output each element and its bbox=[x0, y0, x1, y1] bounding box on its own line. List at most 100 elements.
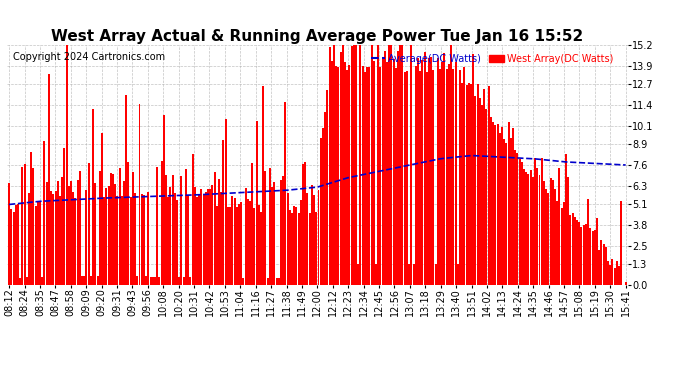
Bar bbox=[415, 66, 417, 285]
Bar bbox=[117, 196, 119, 285]
Bar bbox=[501, 127, 503, 285]
Bar bbox=[32, 168, 34, 285]
Bar bbox=[624, 282, 627, 285]
Bar bbox=[563, 202, 565, 285]
Bar bbox=[525, 172, 527, 285]
Bar bbox=[609, 265, 611, 285]
Bar bbox=[598, 249, 600, 285]
Bar bbox=[426, 72, 428, 285]
Bar bbox=[209, 189, 211, 285]
Bar bbox=[428, 58, 430, 285]
Bar bbox=[545, 189, 547, 285]
Bar bbox=[587, 199, 589, 285]
Bar bbox=[264, 171, 266, 285]
Bar bbox=[17, 204, 19, 285]
Bar bbox=[395, 68, 397, 285]
Bar bbox=[284, 102, 286, 285]
Bar bbox=[371, 45, 373, 285]
Bar bbox=[362, 66, 364, 285]
Bar bbox=[57, 181, 59, 285]
Bar bbox=[549, 177, 551, 285]
Bar bbox=[211, 184, 213, 285]
Bar bbox=[266, 278, 268, 285]
Bar bbox=[388, 45, 391, 285]
Bar bbox=[88, 163, 90, 285]
Bar bbox=[114, 184, 116, 285]
Bar bbox=[154, 276, 156, 285]
Bar bbox=[269, 168, 271, 285]
Bar bbox=[14, 205, 17, 285]
Bar bbox=[121, 196, 123, 285]
Bar bbox=[273, 182, 275, 285]
Bar bbox=[413, 264, 415, 285]
Bar bbox=[21, 166, 23, 285]
Bar bbox=[315, 211, 317, 285]
Bar bbox=[512, 128, 514, 285]
Bar bbox=[150, 276, 152, 285]
Bar bbox=[247, 199, 249, 285]
Bar bbox=[574, 217, 576, 285]
Bar bbox=[260, 211, 262, 285]
Bar bbox=[258, 206, 260, 285]
Bar bbox=[543, 182, 545, 285]
Bar bbox=[346, 70, 348, 285]
Bar bbox=[466, 85, 468, 285]
Bar bbox=[242, 278, 244, 285]
Bar bbox=[156, 167, 158, 285]
Bar bbox=[494, 125, 496, 285]
Bar bbox=[43, 141, 46, 285]
Bar bbox=[289, 210, 290, 285]
Bar bbox=[411, 45, 413, 285]
Bar bbox=[220, 192, 222, 285]
Bar bbox=[569, 214, 571, 285]
Bar bbox=[77, 180, 79, 285]
Bar bbox=[488, 86, 490, 285]
Bar bbox=[106, 188, 108, 285]
Bar bbox=[508, 122, 509, 285]
Bar bbox=[205, 192, 207, 285]
Bar bbox=[446, 69, 448, 285]
Bar bbox=[519, 159, 521, 285]
Bar bbox=[444, 53, 446, 285]
Bar bbox=[178, 277, 180, 285]
Bar bbox=[359, 45, 362, 285]
Bar bbox=[344, 62, 346, 285]
Bar bbox=[37, 202, 39, 285]
Bar bbox=[304, 162, 306, 285]
Bar bbox=[523, 169, 525, 285]
Bar bbox=[108, 186, 110, 285]
Bar bbox=[145, 276, 147, 285]
Bar bbox=[375, 264, 377, 285]
Bar bbox=[174, 192, 176, 285]
Bar bbox=[516, 153, 518, 285]
Bar bbox=[66, 45, 68, 285]
Bar bbox=[497, 124, 498, 285]
Bar bbox=[134, 194, 136, 285]
Bar bbox=[278, 278, 279, 285]
Bar bbox=[453, 69, 454, 285]
Bar bbox=[424, 52, 426, 285]
Bar bbox=[275, 278, 277, 285]
Bar bbox=[472, 54, 474, 285]
Bar bbox=[52, 194, 55, 285]
Bar bbox=[159, 277, 160, 285]
Bar bbox=[286, 193, 288, 285]
Bar bbox=[12, 211, 14, 285]
Bar bbox=[442, 62, 443, 285]
Bar bbox=[357, 264, 359, 285]
Bar bbox=[433, 70, 435, 285]
Bar bbox=[132, 172, 134, 285]
Bar bbox=[576, 220, 578, 285]
Bar bbox=[152, 276, 154, 285]
Bar bbox=[337, 67, 339, 285]
Bar bbox=[295, 207, 297, 285]
Bar bbox=[126, 94, 127, 285]
Bar bbox=[46, 182, 48, 285]
Bar bbox=[435, 264, 437, 285]
Bar bbox=[200, 189, 202, 285]
Bar bbox=[477, 84, 479, 285]
Bar bbox=[510, 138, 512, 285]
Bar bbox=[203, 194, 204, 285]
Bar bbox=[238, 204, 240, 285]
Bar bbox=[244, 188, 246, 285]
